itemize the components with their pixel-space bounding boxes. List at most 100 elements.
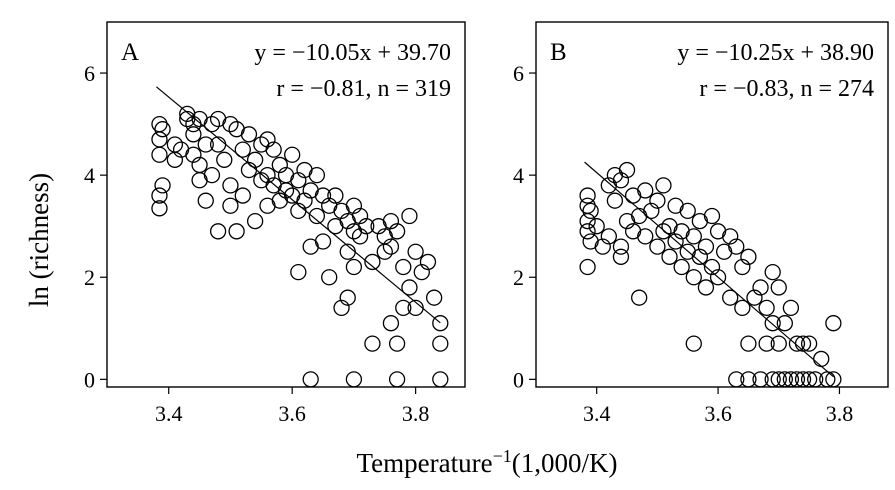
data-point xyxy=(661,248,678,265)
data-point xyxy=(685,269,702,286)
data-point xyxy=(612,172,630,189)
data-point xyxy=(234,141,251,158)
data-point xyxy=(752,371,769,388)
data-point xyxy=(222,177,239,194)
data-point xyxy=(432,315,449,332)
data-point xyxy=(782,371,800,388)
data-point xyxy=(154,121,171,138)
data-point xyxy=(154,177,171,194)
data-point xyxy=(345,258,363,276)
data-point xyxy=(197,192,214,209)
data-point xyxy=(722,289,739,306)
data-point xyxy=(432,335,449,352)
data-point xyxy=(776,315,793,332)
y-tick-label: 0 xyxy=(84,367,95,392)
data-point xyxy=(314,187,332,204)
data-point xyxy=(728,238,745,255)
data-point xyxy=(734,258,751,276)
data-point xyxy=(579,258,596,276)
data-point xyxy=(259,166,276,184)
data-point xyxy=(758,335,775,352)
data-point xyxy=(222,115,239,133)
data-point xyxy=(185,146,202,163)
data-point xyxy=(277,182,295,199)
data-point xyxy=(579,223,596,240)
data-point xyxy=(579,187,596,204)
x-tick-label: 3.8 xyxy=(402,401,430,426)
data-point xyxy=(351,207,369,225)
data-point xyxy=(637,228,654,245)
data-point xyxy=(685,228,702,245)
data-point xyxy=(579,212,596,230)
data-point xyxy=(395,299,412,317)
data-point xyxy=(388,223,406,240)
data-point xyxy=(345,197,363,214)
data-point xyxy=(308,207,326,225)
regression-equation: y = −10.25x + 38.90 xyxy=(677,40,874,66)
data-point xyxy=(600,228,617,245)
data-point xyxy=(376,243,393,260)
data-point xyxy=(151,200,168,217)
data-point xyxy=(382,212,400,230)
data-point xyxy=(222,197,239,214)
data-point xyxy=(432,371,449,388)
data-point xyxy=(203,166,221,184)
data-point xyxy=(764,315,781,332)
data-point xyxy=(358,218,375,235)
data-point xyxy=(296,192,313,209)
data-point xyxy=(284,146,301,163)
data-point xyxy=(740,371,757,388)
data-point xyxy=(351,228,369,245)
data-point xyxy=(673,258,690,276)
data-point xyxy=(395,258,412,276)
y-tick-label: 4 xyxy=(513,163,524,188)
plot-frame xyxy=(535,21,889,388)
data-point xyxy=(655,177,672,194)
data-point xyxy=(764,263,781,281)
data-point xyxy=(166,151,184,168)
data-point xyxy=(667,233,684,250)
data-point xyxy=(314,233,332,250)
data-point xyxy=(770,279,787,296)
data-point xyxy=(327,187,344,204)
data-point xyxy=(271,156,288,174)
y-axis-title: ln (richness) xyxy=(24,173,54,307)
data-point xyxy=(691,248,709,265)
data-point xyxy=(197,136,214,153)
data-point xyxy=(246,151,264,168)
data-point xyxy=(151,187,168,204)
y-tick-label: 2 xyxy=(513,265,524,290)
panel-a: 0 2 4 6 3.4 3.6 3.8 A y = −10.05x + 39.70 r = −0.… xyxy=(84,21,466,426)
x-tick-label: 3.4 xyxy=(583,401,611,426)
y-tick-label: 0 xyxy=(513,367,524,392)
data-point xyxy=(740,335,757,352)
plot-frame xyxy=(106,21,466,388)
regression-line xyxy=(155,86,441,324)
regression-line xyxy=(584,161,834,378)
data-point xyxy=(290,263,307,281)
data-point xyxy=(401,279,418,296)
data-point xyxy=(643,202,660,220)
data-point xyxy=(782,299,800,317)
data-point xyxy=(151,115,168,133)
y-tick-label: 6 xyxy=(84,61,95,86)
panel-label: B xyxy=(550,39,567,66)
data-point xyxy=(401,207,418,225)
data-point xyxy=(216,151,233,168)
data-point xyxy=(308,166,326,184)
data-point xyxy=(764,371,781,388)
y-tick-label: 4 xyxy=(84,163,95,188)
x-axis-title: Temperature−1(1,000/K) xyxy=(357,446,618,478)
data-point xyxy=(588,218,605,235)
data-point xyxy=(228,223,245,240)
x-tick-label: 3.6 xyxy=(278,401,306,426)
data-point xyxy=(722,228,739,245)
panel-b: 0 2 4 6 3.4 3.6 3.8 B y = −10.25x + 38.90 r = −0.… xyxy=(513,21,889,426)
panels: 0 2 4 6 3.4 3.6 3.8 A y = −10.05x + 39.70 r = −0.… xyxy=(84,21,889,426)
data-point xyxy=(151,146,168,163)
data-point xyxy=(388,371,406,388)
data-point xyxy=(703,258,721,276)
data-point xyxy=(388,335,406,352)
data-point xyxy=(582,202,599,220)
data-point xyxy=(649,192,666,209)
